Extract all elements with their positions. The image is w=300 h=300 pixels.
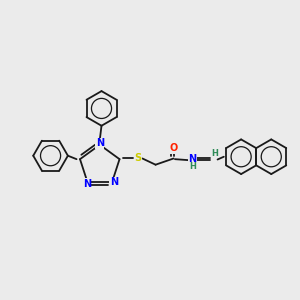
- Text: H: H: [189, 162, 196, 171]
- Text: N: N: [110, 177, 118, 188]
- Text: N: N: [96, 138, 104, 148]
- Text: S: S: [134, 154, 141, 164]
- Text: N: N: [83, 179, 91, 189]
- Text: O: O: [169, 143, 178, 153]
- Text: H: H: [212, 149, 218, 158]
- Text: N: N: [189, 154, 197, 164]
